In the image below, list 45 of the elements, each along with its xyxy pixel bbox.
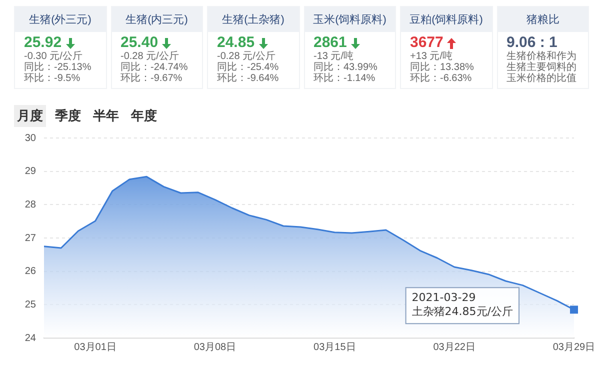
text: -0.28 元/公斤 [217, 51, 276, 62]
text: 月度 [14, 105, 46, 127]
category-label: 生猪(外三元) [15, 7, 106, 32]
x-tick-label: 03月15日 [314, 342, 356, 353]
y-tick-label: 30 [24, 132, 36, 144]
text: 季度 [54, 107, 82, 125]
text: 环比：-1.14% [314, 73, 376, 84]
text: -0.30 元/公斤 [24, 51, 84, 62]
text: 半年 [92, 107, 120, 125]
text: -13 元/吨 [314, 51, 355, 62]
x-tick-label: 03月29日 [552, 342, 596, 353]
text: 25.40 [120, 34, 158, 51]
category-label: 玉米(饲料原料) [304, 7, 395, 32]
text: 环比：-9.64% [217, 73, 280, 84]
x-tick-label: 03月08日 [194, 342, 236, 353]
text: 25.92 [24, 34, 62, 51]
text: +13 元/吨 [410, 51, 454, 62]
category-label: 豆粕(饲料原料) [401, 7, 492, 32]
text: 同比：-25.13% [24, 62, 92, 73]
text: 24.85 [217, 34, 255, 51]
annotation: 2021-03-29 土杂猪24.85元/公斤 [412, 291, 514, 318]
category-label: 生猪(内三元) [112, 7, 202, 32]
y-tick-label: 27 [24, 232, 36, 244]
text: 同比：-24.74% [120, 62, 189, 73]
y-tick-label: 24 [24, 332, 36, 344]
text: 同比：43.99% [314, 62, 378, 73]
category-label: 猪粮比 [498, 7, 588, 32]
text: 年度 [130, 107, 158, 125]
x-tick-label: 03月22日 [433, 342, 476, 353]
category-label: 生猪(土杂猪) [208, 7, 298, 32]
text: 环比：-9.67% [120, 73, 184, 84]
y-tick-label: 26 [24, 266, 36, 278]
text: 3677 [410, 34, 444, 51]
text: 环比：-9.5% [24, 73, 82, 84]
y-tick-label: 25 [24, 299, 36, 310]
x-tick-label: 03月01日 [74, 342, 116, 353]
text: 2861 [314, 34, 347, 51]
text: 同比：13.38% [410, 62, 475, 73]
text: 生猪价格和作为生猪主要饲料的玉米价格的比值 [506, 51, 578, 84]
text: 9.06 : 1 [506, 34, 558, 51]
text: 环比：-6.63% [410, 73, 473, 84]
text: -0.28 元/公斤 [120, 51, 180, 62]
y-tick-label: 29 [24, 166, 36, 178]
text: 同比：-25.4% [217, 62, 280, 73]
y-tick-label: 28 [24, 199, 36, 210]
